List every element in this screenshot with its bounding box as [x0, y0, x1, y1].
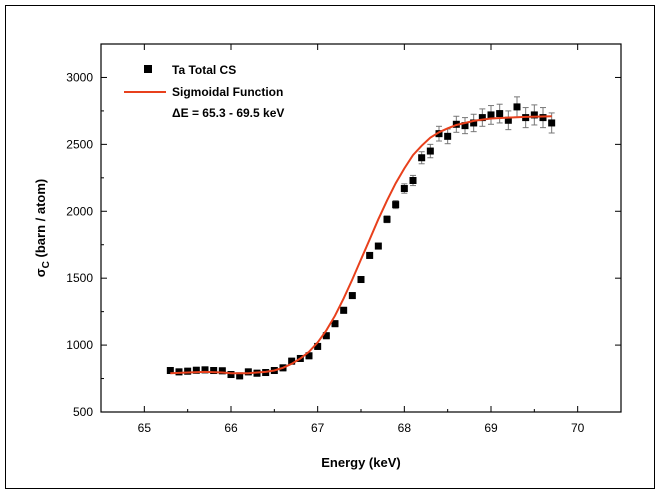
data-point	[340, 306, 348, 314]
data-point	[218, 367, 226, 375]
data-point	[383, 215, 391, 223]
data-point	[461, 122, 469, 130]
data-point	[184, 367, 192, 375]
data-point	[418, 154, 426, 162]
y-tick-label: 500	[73, 405, 93, 419]
data-point	[444, 132, 452, 140]
x-tick-label: 70	[571, 421, 585, 435]
data-point	[504, 116, 512, 124]
data-point	[201, 366, 209, 374]
data-point	[392, 201, 400, 209]
data-point	[192, 366, 200, 374]
data-point	[513, 103, 521, 111]
data-point	[435, 130, 443, 138]
data-point	[409, 176, 417, 184]
y-axis-title: σC (barn / atom)	[33, 179, 52, 277]
data-point	[470, 119, 478, 127]
sigmoid-fit-line	[170, 115, 552, 375]
data-point	[426, 147, 434, 155]
data-point	[548, 119, 556, 127]
data-points	[166, 103, 556, 380]
x-axis-title: Energy (keV)	[321, 455, 400, 470]
data-point	[244, 368, 252, 376]
data-point	[487, 111, 495, 119]
y-tick-label: 2000	[66, 204, 93, 218]
data-point	[374, 242, 382, 250]
data-point	[288, 357, 296, 365]
legend: Ta Total CS Sigmoidal Function ΔE = 65.3…	[124, 63, 284, 120]
axis-ticks: 65 66 67 68 69 70 500 1000 1500 2000 2500 3000	[66, 44, 622, 435]
x-tick-label: 66	[224, 421, 238, 435]
legend-label-points: Ta Total CS	[172, 63, 236, 77]
chart-frame	[5, 5, 655, 489]
data-point	[357, 276, 365, 284]
data-point	[496, 110, 504, 118]
y-tick-label: 1000	[66, 338, 93, 352]
data-point	[210, 367, 218, 375]
data-point	[366, 251, 374, 259]
y-tick-label: 1500	[66, 271, 93, 285]
x-tick-label: 68	[398, 421, 412, 435]
data-point	[348, 292, 356, 300]
legend-marker-points	[144, 65, 152, 73]
y-axis-title-rest: (barn / atom)	[33, 179, 48, 261]
data-point	[530, 111, 538, 119]
data-point	[400, 185, 408, 193]
x-tick-label: 69	[484, 421, 498, 435]
data-point	[236, 372, 244, 380]
data-point	[478, 114, 486, 122]
data-point	[331, 320, 339, 328]
y-tick-label: 2500	[66, 137, 93, 151]
data-point	[322, 332, 330, 340]
y-axis-title-sub: C	[41, 261, 52, 268]
data-point	[539, 114, 547, 122]
x-tick-label: 65	[138, 421, 152, 435]
data-point	[166, 367, 174, 375]
y-axis-title-main: σ	[33, 268, 48, 277]
plot-area-border	[100, 43, 622, 413]
y-tick-label: 3000	[66, 70, 93, 84]
data-point	[314, 342, 322, 350]
x-tick-label: 67	[311, 421, 325, 435]
data-point	[305, 352, 313, 360]
legend-label-fit: Sigmoidal Function	[172, 85, 283, 99]
error-bars	[167, 96, 555, 380]
data-point	[227, 371, 235, 379]
legend-annotation: ΔE = 65.3 - 69.5 keV	[172, 106, 284, 120]
